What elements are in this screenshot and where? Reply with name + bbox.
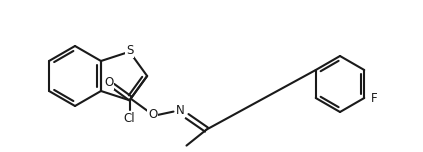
Text: O: O <box>104 76 113 89</box>
Text: N: N <box>176 104 185 117</box>
Text: F: F <box>371 92 378 105</box>
Text: Cl: Cl <box>124 112 135 125</box>
Text: S: S <box>126 44 133 57</box>
Text: O: O <box>148 108 157 121</box>
